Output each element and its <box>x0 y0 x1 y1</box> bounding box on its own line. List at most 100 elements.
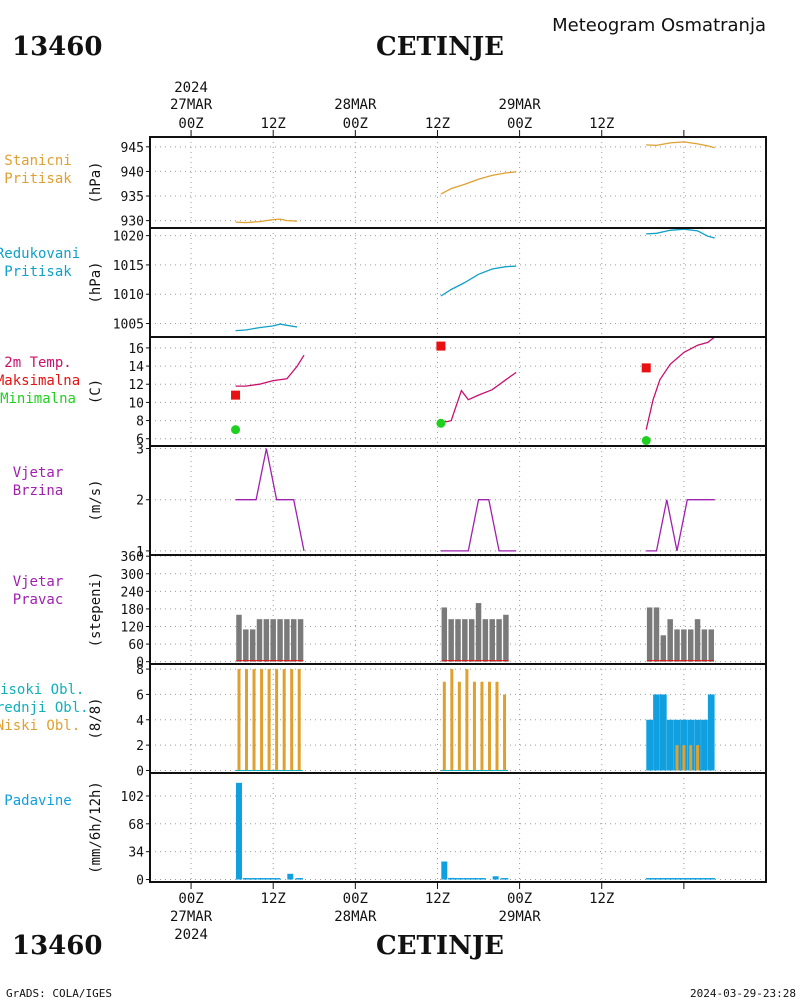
wind-direction-bar <box>441 607 448 662</box>
y-tick-label: 60 <box>128 638 144 653</box>
panel-label-line: Brzina <box>13 483 64 499</box>
precipitation-bar <box>265 878 273 880</box>
x-tick-label-bottom: 00Z <box>507 891 532 907</box>
precipitation-bar <box>700 878 709 880</box>
y-tick-label: 14 <box>128 360 144 375</box>
wind-direction-bar <box>270 619 276 662</box>
low-cloud-bar <box>503 694 507 771</box>
date-label-bottom: 29MAR <box>499 909 542 925</box>
temp-min-marker <box>641 436 651 446</box>
precipitation-bar <box>500 878 509 880</box>
y-axis-unit: (stepeni) <box>88 572 104 648</box>
wind-direction-bar <box>277 619 283 662</box>
y-axis-unit: (C) <box>88 379 104 404</box>
wind-direction-bar <box>455 619 461 662</box>
precipitation-bar <box>659 878 668 880</box>
wind-direction-bar <box>263 619 270 662</box>
y-tick-label: 180 <box>121 603 144 618</box>
low-cloud-bar <box>682 745 686 771</box>
y-tick-label: 1005 <box>113 318 144 333</box>
low-cloud-bar <box>457 681 461 771</box>
y-tick-label: 16 <box>128 342 144 357</box>
header-station-id: 13460 <box>12 32 102 62</box>
low-cloud-bar <box>290 669 294 771</box>
y-axis-unit: (hPa) <box>88 161 104 203</box>
header-title: Meteogram Osmatranja <box>552 15 766 36</box>
y-tick-label: 10 <box>128 396 144 411</box>
x-tick-label-top: 12Z <box>261 116 286 132</box>
y-tick-label: 1020 <box>113 230 144 245</box>
y-axis-unit: (mm/6h/12h) <box>88 781 104 874</box>
y-tick-label: 300 <box>121 568 144 583</box>
wind-direction-bar <box>243 629 249 662</box>
reduced-pressure-line <box>440 265 517 297</box>
footer-credit: GrADS: COLA/IGES <box>6 987 112 1000</box>
precipitation-bar <box>287 873 294 880</box>
y-tick-label: 940 <box>121 165 144 180</box>
wind-direction-bar <box>653 607 660 662</box>
year-label-top: 2024 <box>174 80 208 96</box>
y-tick-label: 1015 <box>113 259 144 274</box>
precipitation-bar <box>448 877 456 880</box>
wind-speed-line <box>646 499 715 552</box>
temperature-line <box>235 354 305 387</box>
y-tick-label: 4 <box>136 714 144 729</box>
panel-label-line: Niski Obl. <box>0 718 80 734</box>
year-label-bottom: 2024 <box>174 927 208 943</box>
low-cloud-bar <box>675 745 679 771</box>
y-axis-unit: (8/8) <box>88 697 104 739</box>
reduced-pressure-line <box>235 323 298 332</box>
panel-label-line: Stanicni <box>4 153 71 169</box>
high-cloud-bar <box>666 719 674 771</box>
y-tick-label: 8 <box>136 663 144 678</box>
precipitation-bar <box>666 878 674 880</box>
y-tick-label: 2 <box>136 739 144 754</box>
low-cloud-bar <box>450 669 454 771</box>
y-tick-label: 240 <box>121 585 144 600</box>
x-tick-label-bottom: 12Z <box>589 891 614 907</box>
date-label-bottom: 27MAR <box>170 909 213 925</box>
y-axis-unit: (hPa) <box>88 261 104 303</box>
frame-layer <box>146 130 767 889</box>
precipitation-bar <box>470 878 479 880</box>
wind-direction-bar <box>667 619 673 662</box>
low-cloud-bar <box>472 681 476 771</box>
precipitation-bar <box>250 878 258 880</box>
y-tick-label: 2 <box>136 494 144 509</box>
panel-label-line: Srednji Obl. <box>0 700 89 716</box>
panel-label-line: Padavine <box>4 793 71 809</box>
low-cloud-bar <box>689 745 693 771</box>
y-tick-label: 0 <box>136 874 144 889</box>
y-axis-unit: (m/s) <box>88 479 104 521</box>
text-layer: 13460 CETINJE Meteogram Osmatranja 13460… <box>0 15 796 1000</box>
temp-min-marker <box>436 418 446 428</box>
precipitation-bar <box>272 878 281 880</box>
y-tick-label: 6 <box>136 433 144 448</box>
precipitation-bar <box>680 878 688 880</box>
y-tick-label: 34 <box>128 846 144 861</box>
low-cloud-bar <box>275 669 279 771</box>
low-cloud-bar <box>480 681 484 771</box>
precipitation-bar <box>645 878 654 880</box>
low-cloud-bar <box>267 669 271 771</box>
footer-station-name: CETINJE <box>376 931 504 961</box>
reduced-pressure-line <box>646 228 715 239</box>
temp-max-marker <box>231 390 241 400</box>
wind-direction-bar <box>708 629 714 662</box>
x-tick-label-bottom: 12Z <box>261 891 286 907</box>
y-tick-label: 935 <box>121 190 144 205</box>
panel-label-line: Pritisak <box>4 264 72 280</box>
high-cloud-bar <box>659 694 667 771</box>
x-tick-label-bottom: 00Z <box>178 891 203 907</box>
precipitation-bar <box>295 878 303 880</box>
wind-direction-bar <box>694 619 701 662</box>
y-tick-label: 8 <box>136 415 144 430</box>
low-cloud-bar <box>442 681 446 771</box>
date-label-top: 29MAR <box>499 97 542 113</box>
high-cloud-bar <box>707 694 715 771</box>
data-layer <box>231 141 716 880</box>
wind-direction-bar <box>462 619 468 662</box>
panel-label-line: Minimalna <box>0 391 76 407</box>
x-tick-label-top: 00Z <box>507 116 532 132</box>
